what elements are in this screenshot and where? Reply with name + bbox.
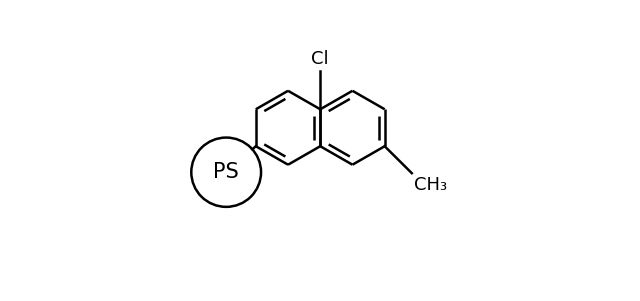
Text: PS: PS <box>213 162 239 182</box>
Text: CH₃: CH₃ <box>414 176 447 194</box>
Text: Cl: Cl <box>312 50 329 68</box>
